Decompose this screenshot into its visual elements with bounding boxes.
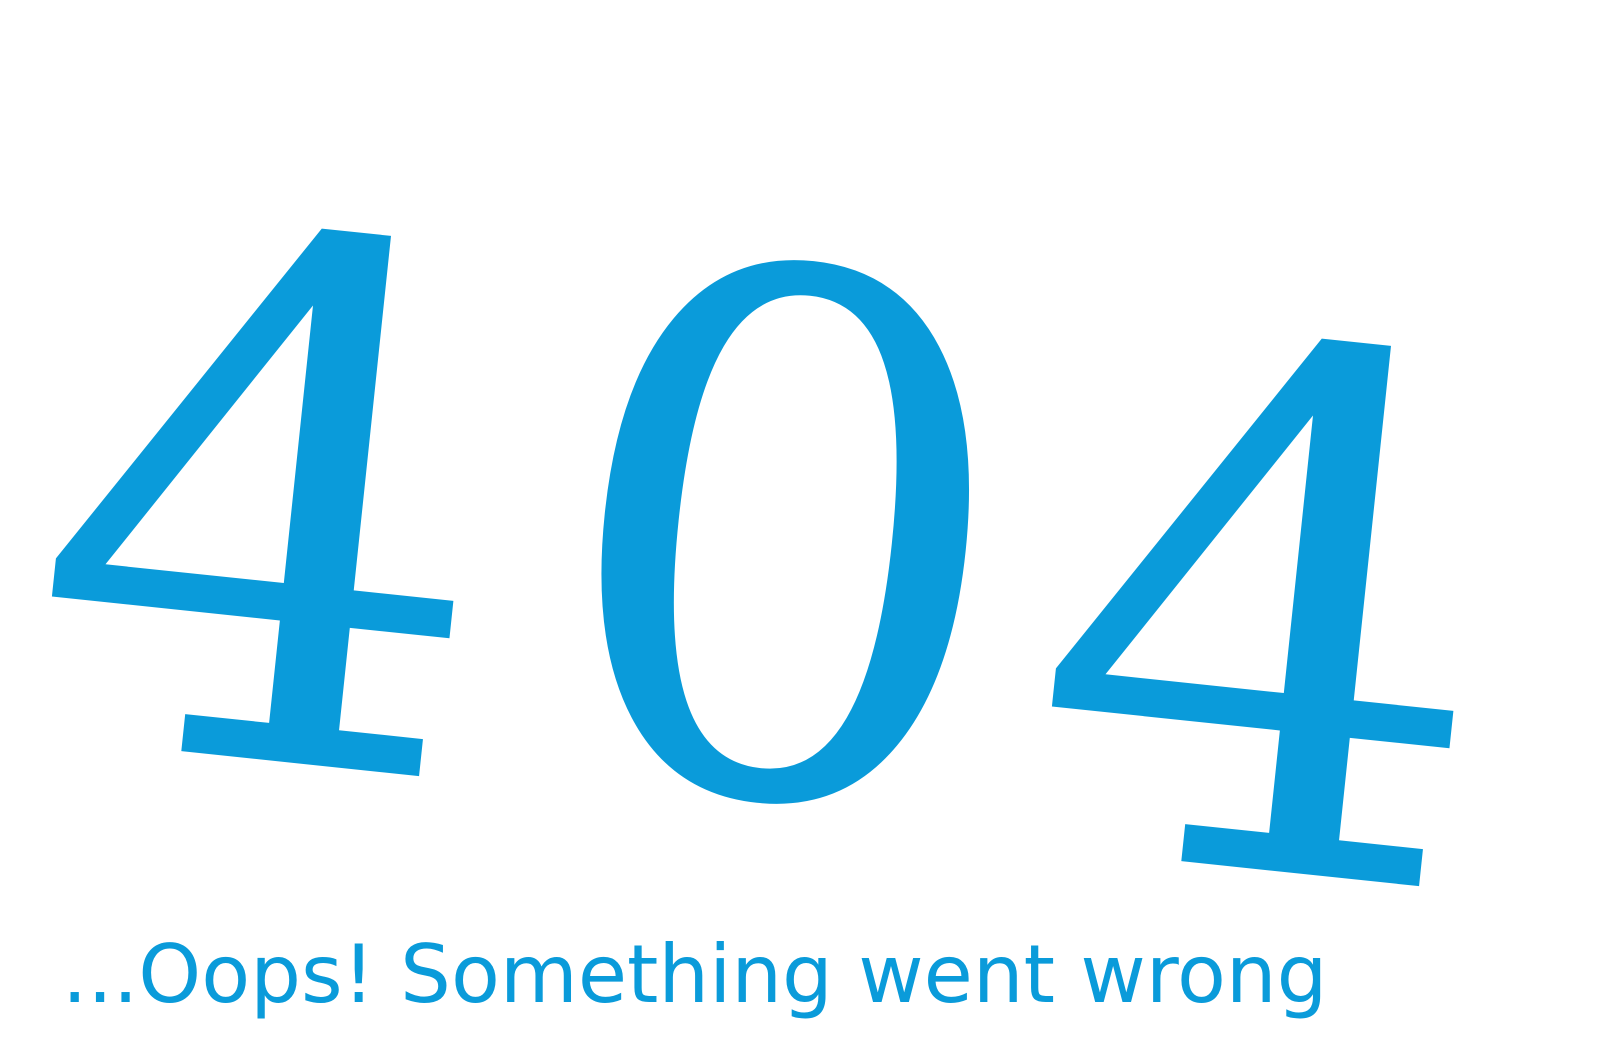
error-code-digit-3: 4 xyxy=(997,179,1541,1061)
error-code-digit-2: 0 xyxy=(512,104,1056,986)
error-code-digit-1: 4 xyxy=(0,69,541,951)
error-code: 4 0 4 xyxy=(0,69,1541,1060)
error-message: ...Oops! Something went wrong xyxy=(62,928,1328,1021)
